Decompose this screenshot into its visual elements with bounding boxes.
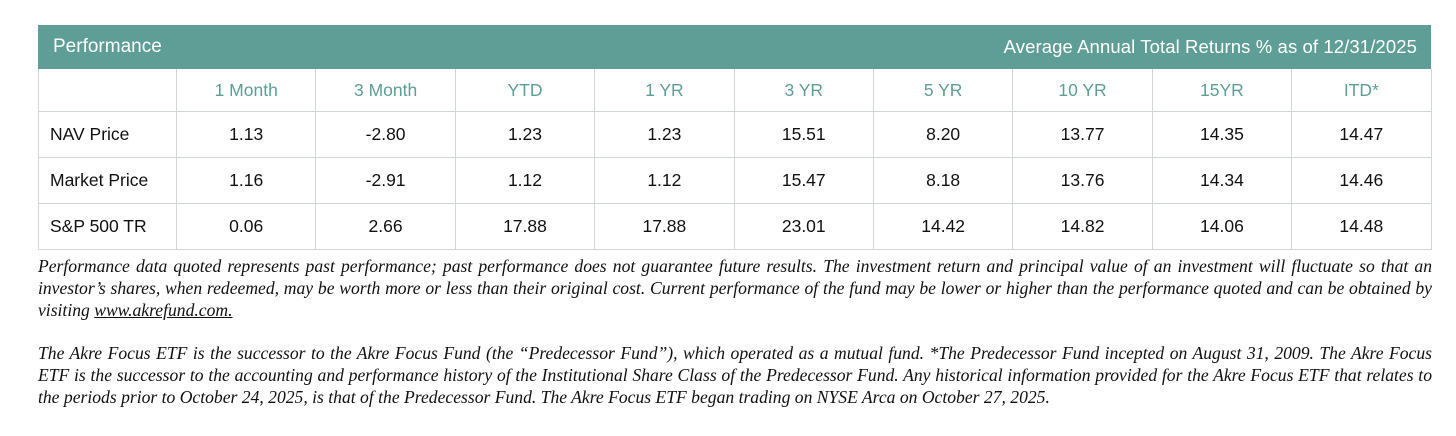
table-cell: -2.80 (315, 111, 456, 158)
performance-panel: Performance Average Annual Total Returns… (38, 25, 1432, 250)
table-cell: 14.42 (872, 203, 1014, 250)
performance-subtitle: Average Annual Total Returns % as of 12/… (1003, 36, 1417, 57)
column-header-1-yr: 1 YR (594, 69, 735, 112)
row-label: Market Price (38, 157, 177, 204)
column-header-15-yr: 15YR (1151, 69, 1292, 112)
table-cell: -2.91 (315, 157, 456, 204)
table-row-nav-price: NAV Price 1.13 -2.80 1.23 1.23 15.51 8.2… (38, 111, 1432, 158)
table-cell: 1.23 (594, 111, 735, 158)
row-label: NAV Price (38, 111, 177, 158)
table-cell: 8.20 (872, 111, 1014, 158)
table-cell: 1.23 (454, 111, 596, 158)
fund-website-link[interactable]: www.akrefund.com. (94, 299, 233, 320)
performance-table: 1 Month 3 Month YTD 1 YR 3 YR 5 YR 10 YR… (38, 69, 1432, 250)
performance-header-bar: Performance Average Annual Total Returns… (38, 25, 1431, 69)
table-cell: 15.51 (733, 111, 874, 158)
table-cell: 23.01 (733, 203, 874, 250)
column-header-5-yr: 5 YR (872, 69, 1013, 112)
table-cell: 0.06 (175, 203, 317, 250)
table-cell: 14.46 (1291, 157, 1432, 204)
table-row-market-price: Market Price 1.16 -2.91 1.12 1.12 15.47 … (38, 157, 1432, 204)
table-row-sp500-tr: S&P 500 TR 0.06 2.66 17.88 17.88 23.01 1… (38, 203, 1432, 250)
performance-title: Performance (53, 36, 162, 57)
table-cell: 15.47 (733, 157, 874, 204)
table-cell: 17.88 (454, 203, 596, 250)
column-header-3-month: 3 Month (315, 69, 456, 112)
table-cell: 1.13 (175, 111, 317, 158)
table-cell: 14.34 (1151, 157, 1293, 204)
table-cell: 2.66 (315, 203, 456, 250)
table-cell: 1.12 (594, 157, 735, 204)
performance-disclaimer: Performance data quoted represents past … (38, 256, 1432, 321)
performance-disclaimer-text: Performance data quoted represents past … (38, 256, 1432, 320)
table-cell: 17.88 (594, 203, 735, 250)
column-header-10-yr: 10 YR (1012, 69, 1153, 112)
table-header-row: 1 Month 3 Month YTD 1 YR 3 YR 5 YR 10 YR… (38, 69, 1432, 112)
table-cell: 13.77 (1012, 111, 1153, 158)
table-cell: 1.16 (175, 157, 317, 204)
row-label: S&P 500 TR (38, 203, 177, 250)
table-cell: 1.12 (454, 157, 596, 204)
table-cell: 14.35 (1151, 111, 1293, 158)
table-cell: 14.06 (1151, 203, 1293, 250)
table-cell: 14.82 (1012, 203, 1153, 250)
column-header-itd: ITD* (1291, 69, 1432, 112)
predecessor-fund-note: The Akre Focus ETF is the successor to t… (38, 343, 1432, 407)
column-header-3-yr: 3 YR (733, 69, 874, 112)
table-cell: 8.18 (872, 157, 1014, 204)
table-cell: 14.47 (1291, 111, 1432, 158)
column-header-blank (38, 69, 177, 112)
column-header-1-month: 1 Month (175, 69, 316, 112)
disclosure-notes: Performance data quoted represents past … (38, 256, 1432, 409)
table-cell: 13.76 (1012, 157, 1153, 204)
table-cell: 14.48 (1291, 203, 1432, 250)
column-header-ytd: YTD (454, 69, 595, 112)
